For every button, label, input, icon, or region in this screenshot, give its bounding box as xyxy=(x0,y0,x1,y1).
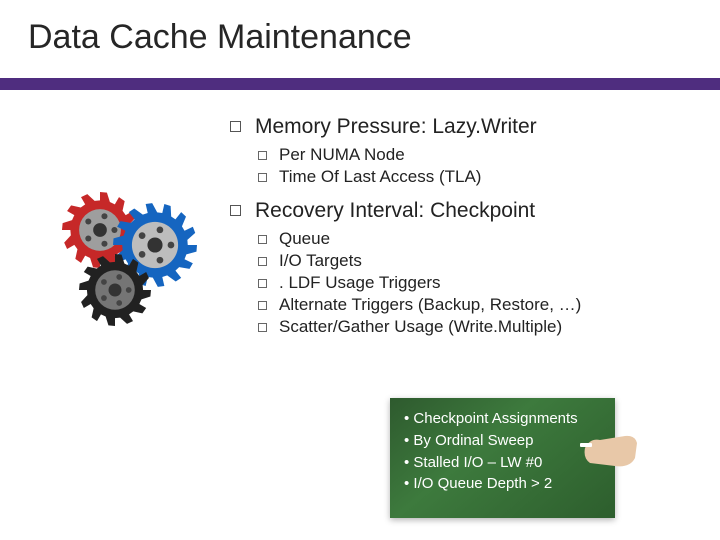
note-line: • I/O Queue Depth > 2 xyxy=(404,473,601,495)
bullet-l2-text: I/O Targets xyxy=(279,251,362,271)
bullet-l1: Memory Pressure: Lazy.Writer xyxy=(230,115,700,139)
bullet-l2-text: . LDF Usage Triggers xyxy=(279,273,441,293)
bullet-l2-text: Per NUMA Node xyxy=(279,145,405,165)
bullet-square-icon xyxy=(258,151,267,160)
bullet-l2-group: Per NUMA NodeTime Of Last Access (TLA) xyxy=(258,145,700,187)
bullet-l2: Time Of Last Access (TLA) xyxy=(258,167,700,187)
bullet-l2-text: Alternate Triggers (Backup, Restore, …) xyxy=(279,295,581,315)
hand-icon xyxy=(575,418,645,478)
bullet-square-icon xyxy=(258,279,267,288)
bullet-square-icon xyxy=(230,205,241,216)
bullet-square-icon xyxy=(258,323,267,332)
bullet-square-icon xyxy=(258,235,267,244)
bullet-square-icon xyxy=(230,121,241,132)
bullet-square-icon xyxy=(258,173,267,182)
bullet-l2: Queue xyxy=(258,229,700,249)
slide-title: Data Cache Maintenance xyxy=(0,0,720,57)
bullet-square-icon xyxy=(258,257,267,266)
gears-image xyxy=(45,185,210,330)
bullet-l2: Per NUMA Node xyxy=(258,145,700,165)
bullet-content: Memory Pressure: Lazy.Writer Per NUMA Nod… xyxy=(230,115,700,349)
bullet-square-icon xyxy=(258,301,267,310)
bullet-l2: Alternate Triggers (Backup, Restore, …) xyxy=(258,295,700,315)
bullet-l1: Recovery Interval: Checkpoint xyxy=(230,199,700,223)
note-line: • By Ordinal Sweep xyxy=(404,430,601,452)
chalkboard-note: • Checkpoint Assignments• By Ordinal Swe… xyxy=(390,398,615,518)
bullet-l2-text: Scatter/Gather Usage (Write.Multiple) xyxy=(279,317,562,337)
bullet-l2-group: QueueI/O Targets. LDF Usage TriggersAlte… xyxy=(258,229,700,337)
bullet-l2-text: Time Of Last Access (TLA) xyxy=(279,167,481,187)
note-line: • Checkpoint Assignments xyxy=(404,408,601,430)
accent-bar xyxy=(0,78,720,90)
note-line: • Stalled I/O – LW #0 xyxy=(404,452,601,474)
bullet-l1-text: Memory Pressure: Lazy.Writer xyxy=(255,115,537,139)
bullet-l2: . LDF Usage Triggers xyxy=(258,273,700,293)
bullet-l2: Scatter/Gather Usage (Write.Multiple) xyxy=(258,317,700,337)
bullet-l1-text: Recovery Interval: Checkpoint xyxy=(255,199,535,223)
bullet-l2-text: Queue xyxy=(279,229,330,249)
bullet-l2: I/O Targets xyxy=(258,251,700,271)
